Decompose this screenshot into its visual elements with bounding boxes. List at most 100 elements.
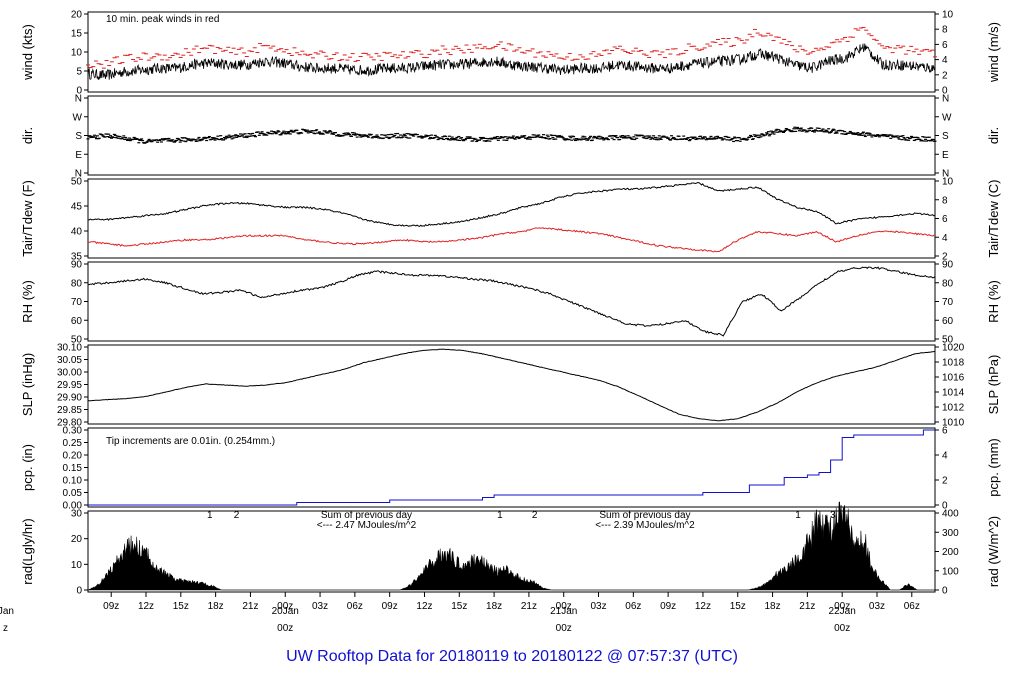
- left-tick-label-dir: N: [75, 94, 82, 105]
- time-tick-label: 12z: [695, 601, 711, 612]
- right-tick-label-slp: 1016: [942, 373, 965, 384]
- right-tick-label-dir: W: [942, 112, 952, 123]
- right-tick-label-rh: 50: [942, 335, 954, 346]
- right-tick-label-pcp: 4: [942, 451, 948, 462]
- date-hour-fragment: z: [3, 623, 8, 634]
- rad-annotation: 1: [497, 510, 503, 521]
- date-hour-label: 00z: [277, 623, 293, 634]
- right-tick-label-slp: 1018: [942, 358, 965, 369]
- date-label: 21Jan: [550, 606, 577, 617]
- panel-frame-temp: [87, 178, 936, 259]
- left-tick-label-slp: 30.00: [57, 368, 82, 379]
- left-tick-label-rh: 50: [71, 335, 83, 346]
- date-hour-label: 00z: [834, 623, 850, 634]
- time-tick-label: 03z: [590, 601, 606, 612]
- footer-end-date: 20180122: [531, 648, 603, 665]
- ylabel-left-temp: Tair/Tdew (F): [20, 180, 35, 257]
- right-tick-label-rh: 70: [942, 297, 954, 308]
- left-tick-label-slp: 30.10: [57, 343, 82, 354]
- time-tick-label: 06z: [904, 601, 920, 612]
- left-tick-label-temp: 35: [71, 252, 83, 263]
- ylabel-right-wind: wind (m/s): [986, 22, 1001, 83]
- date-label: 22Jan: [829, 606, 856, 617]
- right-tick-label-temp: 10: [942, 177, 954, 188]
- right-tick-label-dir: N: [942, 94, 949, 105]
- left-tick-label-rh: 90: [71, 260, 83, 271]
- left-tick-label-rad: 0: [76, 586, 82, 597]
- time-tick-label: 00z: [277, 601, 293, 612]
- time-tick-label: 18z: [208, 601, 224, 612]
- time-tick-label: 12z: [416, 601, 432, 612]
- right-tick-label-dir: S: [942, 131, 949, 142]
- time-tick-label: 21z: [521, 601, 537, 612]
- right-tick-label-rad: 400: [942, 509, 959, 520]
- left-tick-label-temp: 40: [71, 227, 83, 238]
- ylabel-left-rad: rad(Lgly/hr): [20, 518, 35, 584]
- right-tick-label-rad: 300: [942, 528, 959, 539]
- dir-marks: [86, 126, 937, 144]
- right-tick-label-wind: 4: [942, 55, 948, 66]
- wind-peak-marks: [86, 26, 937, 69]
- left-tick-label-rad: 20: [71, 534, 83, 545]
- right-tick-label-slp: 1014: [942, 388, 965, 399]
- left-tick-label-pcp: 0.00: [63, 501, 83, 512]
- time-tick-label: 03z: [869, 601, 885, 612]
- panel-frame-slp: [87, 344, 936, 425]
- rad-annotation: 1: [795, 510, 801, 521]
- rad-annotation: Sum of previous day: [599, 510, 690, 521]
- right-tick-label-wind: 0: [942, 86, 948, 97]
- left-tick-label-pcp: 0.15: [63, 463, 83, 474]
- left-tick-label-pcp: 0.30: [63, 426, 83, 437]
- ylabel-right-temp: Tair/Tdew (C): [986, 179, 1001, 257]
- left-tick-label-wind: 5: [76, 67, 82, 78]
- right-tick-label-temp: 2: [942, 252, 948, 263]
- footer-time: 07:57:37: [627, 648, 690, 665]
- rad-annotation: <--- 2.47 MJoules/m^2: [317, 520, 417, 531]
- time-tick-label: 06z: [625, 601, 641, 612]
- left-tick-label-rh: 80: [71, 278, 83, 289]
- time-tick-label: 18z: [486, 601, 502, 612]
- left-tick-label-pcp: 0.25: [63, 438, 83, 449]
- left-tick-label-rh: 60: [71, 316, 83, 327]
- footer-to: to: [513, 648, 527, 665]
- rad-annotation: 3: [830, 510, 836, 521]
- rad-annotation: 2: [532, 510, 538, 521]
- slp-line: [87, 348, 936, 422]
- left-tick-label-dir: S: [75, 131, 82, 142]
- rad-annotation: Sum of previous day: [321, 510, 412, 521]
- rad-annotation: 2: [234, 510, 240, 521]
- ylabel-right-slp: SLP (hPa): [986, 355, 1001, 415]
- date-label-fragment: Jan: [0, 606, 14, 617]
- left-tick-label-rad: 10: [71, 560, 83, 571]
- footer-at: @: [606, 648, 624, 665]
- time-tick-label: 00z: [556, 601, 572, 612]
- time-tick-label: 21z: [242, 601, 258, 612]
- ylabel-left-rh: RH (%): [20, 280, 35, 323]
- right-tick-label-rh: 90: [942, 260, 954, 271]
- rh-line: [88, 266, 936, 337]
- panel-frame-rh: [87, 261, 936, 342]
- date-label: 20Jan: [272, 606, 299, 617]
- time-tick-label: 09z: [382, 601, 398, 612]
- right-tick-label-wind: 6: [942, 40, 948, 51]
- right-tick-label-rad: 200: [942, 547, 959, 558]
- right-tick-label-temp: 6: [942, 214, 948, 225]
- rad-annotation: 1: [207, 510, 213, 521]
- right-tick-label-dir: N: [942, 169, 949, 180]
- left-tick-label-dir: N: [75, 169, 82, 180]
- time-tick-label: 00z: [834, 601, 850, 612]
- time-tick-label: 15z: [730, 601, 746, 612]
- ylabel-right-rad: rad (W/m^2): [986, 516, 1001, 587]
- right-tick-label-rh: 60: [942, 316, 954, 327]
- time-tick-label: 06z: [347, 601, 363, 612]
- left-tick-label-wind: 0: [76, 86, 82, 97]
- time-tick-label: 15z: [451, 601, 467, 612]
- left-tick-label-temp: 45: [71, 202, 83, 213]
- ylabel-right-pcp: pcp. (mm): [986, 438, 1001, 497]
- right-tick-label-rh: 80: [942, 278, 954, 289]
- left-tick-label-wind: 10: [71, 48, 83, 59]
- time-tick-label: 12z: [138, 601, 154, 612]
- left-tick-label-pcp: 0.05: [63, 488, 83, 499]
- right-tick-label-dir: E: [942, 150, 949, 161]
- time-tick-label: 18z: [764, 601, 780, 612]
